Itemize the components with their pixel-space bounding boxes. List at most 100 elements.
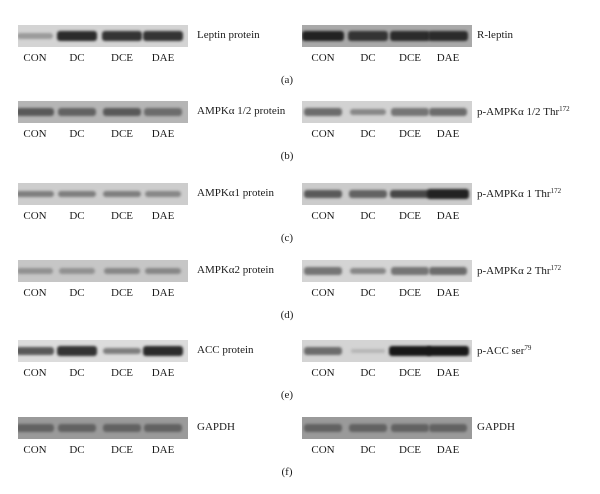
lane-labels: CON DC DCE DAE: [0, 287, 600, 301]
lane-label: DC: [69, 210, 85, 222]
blot-band: [56, 346, 98, 356]
protein-label: R-leptin: [477, 29, 513, 41]
lane-label: DC: [360, 444, 376, 456]
blot-band: [303, 424, 343, 432]
lane-label: DCE: [111, 444, 133, 456]
panel-caption: (f): [281, 466, 293, 478]
lane-label: DAE: [436, 210, 460, 222]
blot-image: [18, 340, 188, 362]
panel-caption: (c): [280, 232, 294, 244]
protein-label-text: ACC protein: [197, 344, 254, 356]
lane-labels: CON DC DCE DAE: [0, 128, 600, 142]
blot-band: [144, 190, 182, 198]
lane-label: CON: [23, 210, 47, 222]
blot-image: [18, 101, 188, 123]
protein-label: p-AMPKα 1/2 Thr172: [477, 105, 570, 118]
blot-band: [102, 107, 142, 117]
blot-band: [103, 190, 141, 198]
blot-band: [57, 424, 97, 432]
panel-caption: (a): [280, 74, 294, 86]
blot-band: [18, 107, 55, 117]
protein-label: p-ACC ser79: [477, 344, 531, 357]
blot-band: [102, 424, 142, 432]
protein-label: AMPKα1 protein: [197, 187, 274, 199]
blot-band: [349, 267, 387, 275]
lane-label: DAE: [151, 52, 175, 64]
blot-band: [142, 31, 184, 41]
protein-label-text: AMPKα 1/2 protein: [197, 105, 286, 117]
lane-label: CON: [23, 367, 47, 379]
protein-label-text: p-ACC ser: [477, 345, 525, 357]
protein-label: p-AMPKα 2 Thr172: [477, 264, 561, 277]
blot-image: [18, 260, 188, 282]
blot-image: [302, 417, 472, 439]
blot-image: [302, 183, 472, 205]
protein-label-text: p-AMPKα 1/2 Thr: [477, 106, 560, 118]
blot-band: [391, 267, 429, 275]
lane-labels: CON DC DCE DAE: [0, 444, 600, 458]
lane-label: DAE: [151, 444, 175, 456]
blot-band: [348, 190, 388, 198]
protein-label-text: GAPDH: [197, 421, 235, 433]
protein-label-text: AMPKα2 protein: [197, 264, 274, 276]
lane-label: CON: [311, 367, 335, 379]
blot-band: [144, 267, 182, 275]
protein-label: Leptin protein: [197, 29, 260, 41]
protein-label-superscript: 172: [550, 187, 562, 195]
lane-label: DAE: [436, 52, 460, 64]
blot-band: [18, 424, 55, 432]
lane-label: CON: [311, 52, 335, 64]
lane-label: DCE: [111, 210, 133, 222]
lane-label: DC: [360, 287, 376, 299]
protein-label-superscript: 79: [524, 344, 532, 352]
protein-label-text: R-leptin: [477, 29, 514, 41]
blot-band: [429, 267, 467, 275]
lane-label: CON: [23, 287, 47, 299]
lane-label: DAE: [151, 128, 175, 140]
blot-band: [144, 108, 182, 116]
blot-band: [348, 424, 388, 432]
protein-label: ACC protein: [197, 344, 254, 356]
protein-label-superscript: 172: [550, 264, 562, 272]
lane-label: CON: [311, 287, 335, 299]
lane-labels: CON DC DCE DAE: [0, 52, 600, 66]
blot-band: [304, 347, 342, 355]
lane-label: DC: [69, 367, 85, 379]
lane-label: DCE: [399, 210, 421, 222]
lane-label: DC: [360, 52, 376, 64]
lane-label: CON: [311, 128, 335, 140]
protein-label: GAPDH: [197, 421, 235, 433]
blot-band: [429, 108, 467, 116]
blot-band: [18, 33, 53, 39]
blot-band: [103, 347, 141, 355]
lane-label: DC: [69, 287, 85, 299]
blot-band: [391, 108, 429, 116]
lane-labels: CON DC DCE DAE: [0, 128, 600, 142]
blot-band: [143, 424, 183, 432]
lane-label: DCE: [111, 128, 133, 140]
blot-band: [58, 267, 96, 275]
lane-label: DC: [69, 128, 85, 140]
panel-caption: (d): [280, 309, 294, 321]
lane-label: DC: [360, 128, 376, 140]
blot-band: [347, 31, 389, 41]
lane-label: DAE: [436, 128, 460, 140]
lane-label: CON: [23, 52, 47, 64]
lane-label: DCE: [399, 128, 421, 140]
lane-label: CON: [311, 444, 335, 456]
panel-caption: (b): [280, 150, 294, 162]
lane-label: DCE: [111, 52, 133, 64]
blot-band: [101, 31, 143, 41]
protein-label-text: p-AMPKα 2 Thr: [477, 265, 551, 277]
lane-label: DCE: [399, 367, 421, 379]
lane-label: DCE: [399, 52, 421, 64]
blot-band: [103, 267, 141, 275]
lane-label: DAE: [436, 444, 460, 456]
blot-band: [349, 108, 387, 116]
blot-image: [18, 183, 188, 205]
blot-image: [302, 25, 472, 47]
protein-label-text: p-AMPKα 1 Thr: [477, 188, 551, 200]
blot-image: [302, 101, 472, 123]
blot-band: [427, 188, 469, 200]
